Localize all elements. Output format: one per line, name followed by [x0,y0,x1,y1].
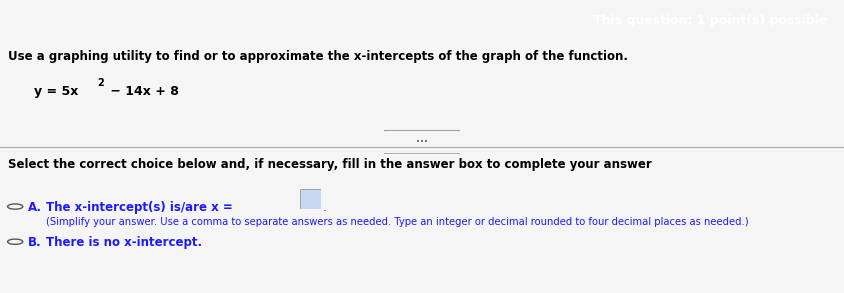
FancyBboxPatch shape [300,189,321,209]
Text: y = 5x: y = 5x [34,85,78,98]
Text: •••: ••• [416,139,428,145]
Text: Use a graphing utility to find or to approximate the x-intercepts of the graph o: Use a graphing utility to find or to app… [8,50,629,63]
Text: B.: B. [28,236,41,249]
Text: − 14x + 8: − 14x + 8 [106,85,178,98]
Text: There is no x-intercept.: There is no x-intercept. [46,236,203,249]
Text: A.: A. [28,201,42,214]
Text: .: . [322,201,327,214]
Text: 2: 2 [97,78,104,88]
Text: The x-intercept(s) is/are x =: The x-intercept(s) is/are x = [46,201,233,214]
FancyBboxPatch shape [381,130,464,154]
Text: Select the correct choice below and, if necessary, fill in the answer box to com: Select the correct choice below and, if … [8,158,652,171]
Text: (Simplify your answer. Use a comma to separate answers as needed. Type an intege: (Simplify your answer. Use a comma to se… [46,217,749,227]
Text: This question: 1 point(s) possible: This question: 1 point(s) possible [592,14,827,28]
